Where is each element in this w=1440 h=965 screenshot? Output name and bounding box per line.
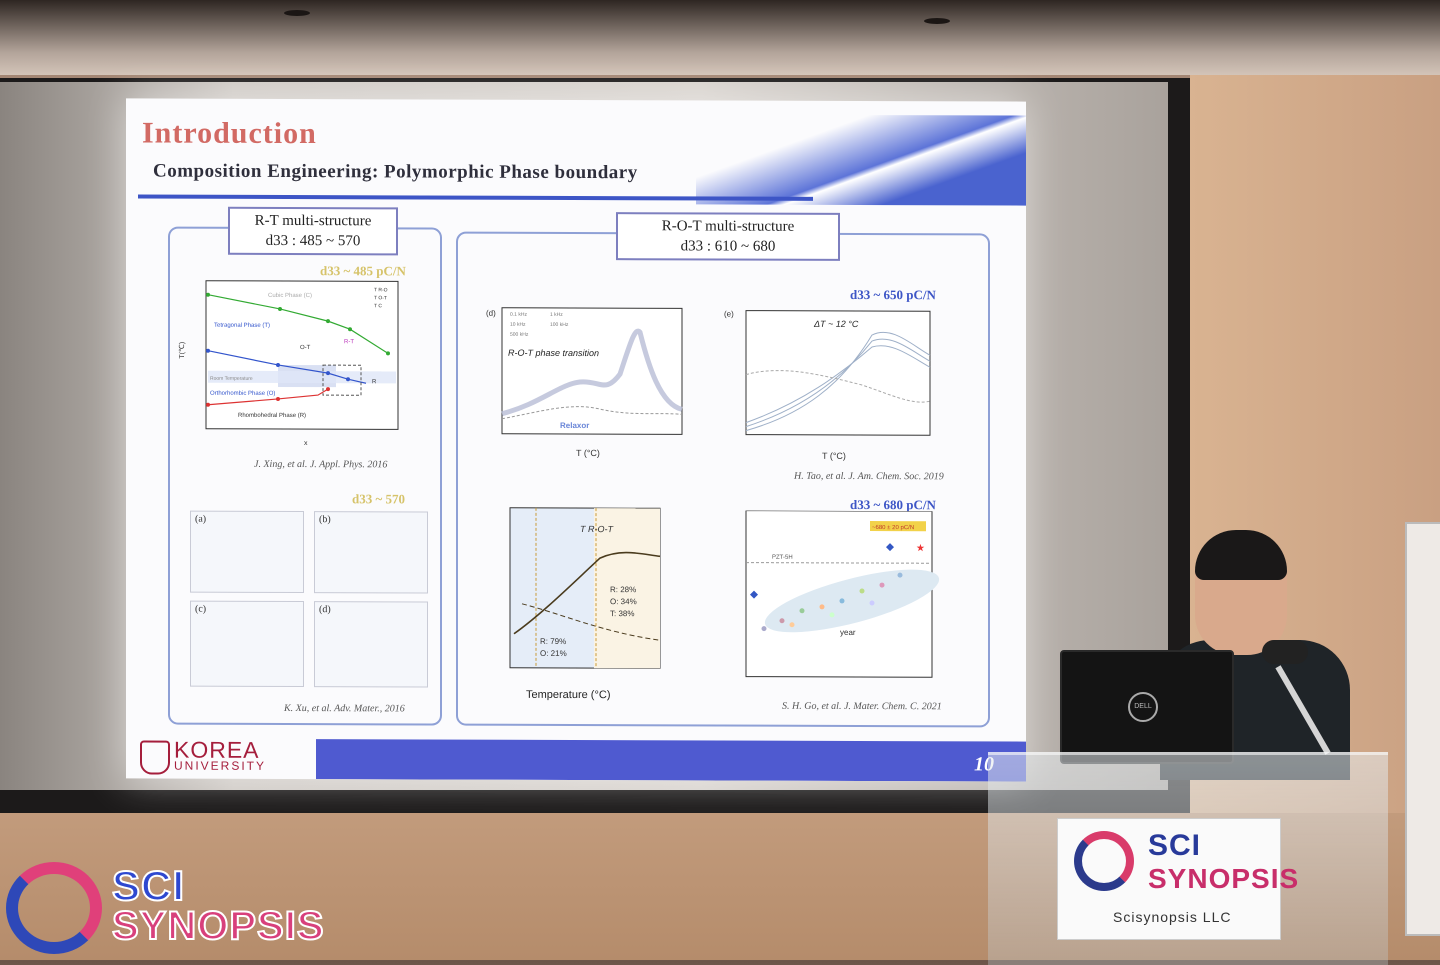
phase-left-o: O: 21% (540, 649, 567, 658)
label-tetragonal: Tetragonal Phase (T) (214, 323, 270, 329)
legend-tc: T C (374, 303, 382, 309)
fig-e-x-axis: T (°C) (822, 451, 846, 461)
fig-d-x-axis: T (°C) (576, 448, 600, 458)
dielectric-temperature-chart: T R-O-T R: 79% O: 21% R: 28% O: 34% T: 3… (509, 507, 661, 701)
subfig-c-label: (c) (195, 603, 207, 615)
speaker-hair (1195, 530, 1287, 580)
korea-university-crest-icon (140, 740, 170, 775)
slide-decoration-band (696, 114, 1026, 206)
ceiling-light (284, 10, 310, 16)
microphone (1262, 640, 1308, 664)
fig-e-citation: H. Tao, et al. J. Am. Chem. Soc. 2019 (794, 470, 944, 483)
slide-footer-band (316, 739, 1026, 782)
university-sub: UNIVERSITY (174, 758, 267, 773)
left-box-title: R-T multi-structure (254, 212, 372, 230)
legend-100khz: 100 kHz (550, 322, 569, 328)
phase-left-r: R: 79% (540, 637, 566, 646)
subfig-b-label: (b) (319, 514, 331, 526)
label-orthorhombic: Orthorhombic Phase (O) (210, 391, 275, 397)
left-panel-box: R-T multi-structure d33 : 485 ~ 570 (228, 206, 398, 256)
flipchart-stand (1405, 522, 1440, 936)
watermark-line2: SYNOPSIS (111, 903, 325, 949)
label-room-temp: Room Temperature (210, 376, 253, 382)
legend-tot: T O-T (374, 295, 387, 301)
legend-10khz: 10 kHz (510, 322, 526, 328)
presentation-slide: Introduction Composition Engineering: Po… (126, 98, 1026, 782)
subfig-d: (d) (314, 601, 428, 688)
fig1-y-axis: T(℃) (179, 342, 186, 359)
fig-d-label: (d) (486, 309, 496, 318)
label-r: R (372, 379, 377, 385)
relaxor-label: Relaxor (560, 421, 589, 430)
sign-brand-line1: SCI (1148, 829, 1202, 862)
fig1-x-axis: x (304, 440, 308, 447)
fig-year-citation: S. H. Go, et al. J. Mater. Chem. C. 2021 (782, 700, 942, 713)
legend-01khz: 0.1 kHz (510, 312, 527, 318)
year-x-axis: year (840, 628, 856, 637)
subfig-a-label: (a) (195, 513, 207, 525)
right-box-value: d33 : 610 ~ 680 (680, 238, 776, 255)
fig2-d33-label: d33 ~ 570 (352, 491, 405, 507)
sci-synopsis-logo-icon (1074, 831, 1134, 891)
temp-x-axis: Temperature (°C) (526, 689, 610, 701)
trot-label: T R-O-T (580, 524, 614, 534)
phase-diagram-chart: Cubic Phase (C) Tetragonal Phase (T) Roo… (179, 280, 399, 447)
sign-brand-line2: SYNOPSIS (1148, 863, 1300, 894)
rot-phase-annotation: R-O-T phase transition (508, 348, 599, 358)
delta-t-annotation: ΔT ~ 12 °C (813, 319, 859, 329)
fig-e-label: (e) (724, 310, 734, 319)
phase-right-o: O: 34% (610, 597, 637, 606)
legend-500khz: 500 kHz (510, 332, 529, 338)
slide-title: Introduction (142, 116, 317, 151)
legend-tro: T R-O (374, 287, 388, 293)
legend-1khz: 1 kHz (550, 312, 563, 318)
right-panel-box: R-O-T multi-structure d33 : 610 ~ 680 (616, 212, 840, 261)
sign-company: Scisynopsis LLC (1113, 909, 1232, 925)
slide-subtitle: Composition Engineering: Polymorphic Pha… (153, 160, 638, 184)
right-box-title: R-O-T multi-structure (661, 218, 795, 235)
fig1-citation: J. Xing, et al. J. Appl. Phys. 2016 (254, 458, 388, 471)
subfig-c: (c) (190, 600, 304, 688)
phase-right-r: R: 28% (610, 585, 636, 594)
fig-e-d33-label: d33 ~ 650 pC/N (850, 286, 936, 303)
label-rt: R-T (344, 339, 354, 345)
pzt-label: PZT-5H (772, 555, 793, 561)
subfig-b: (b) (314, 511, 428, 594)
label-rhombohedral: Rhombohedral Phase (R) (238, 413, 306, 419)
watermark-line1: SCI (111, 861, 186, 910)
fig2-citation: K. Xu, et al. Adv. Mater., 2016 (284, 702, 405, 715)
subfig-d-label: (d) (319, 604, 331, 616)
watermark-logo-icon (6, 862, 102, 954)
label-cubic: Cubic Phase (C) (268, 293, 312, 299)
subfig-a: (a) (190, 510, 304, 594)
phase-right-t: T: 38% (610, 609, 634, 618)
label-ot: O-T (300, 345, 311, 351)
ceiling-light (924, 18, 950, 24)
left-box-value: d33 : 485 ~ 570 (265, 232, 361, 250)
ceiling (0, 0, 1440, 75)
temperature-response-chart: (e) ΔT ~ 12 °C T (°C) (724, 310, 931, 461)
highlight-label: ~680 ± 20 pC/N (872, 525, 914, 531)
podium-sign: SCI SYNOPSIS Scisynopsis LLC (1057, 818, 1298, 940)
laptop-logo: DELL (1128, 692, 1158, 722)
permittivity-chart: (d) 0.1 kHz 1 kHz 10 kHz 100 kHz 500 kHz… (486, 307, 683, 458)
d33-by-year-chart: ~680 ± 20 pC/N PZT-5H ★ year (745, 510, 940, 678)
star-icon: ★ (916, 543, 925, 554)
